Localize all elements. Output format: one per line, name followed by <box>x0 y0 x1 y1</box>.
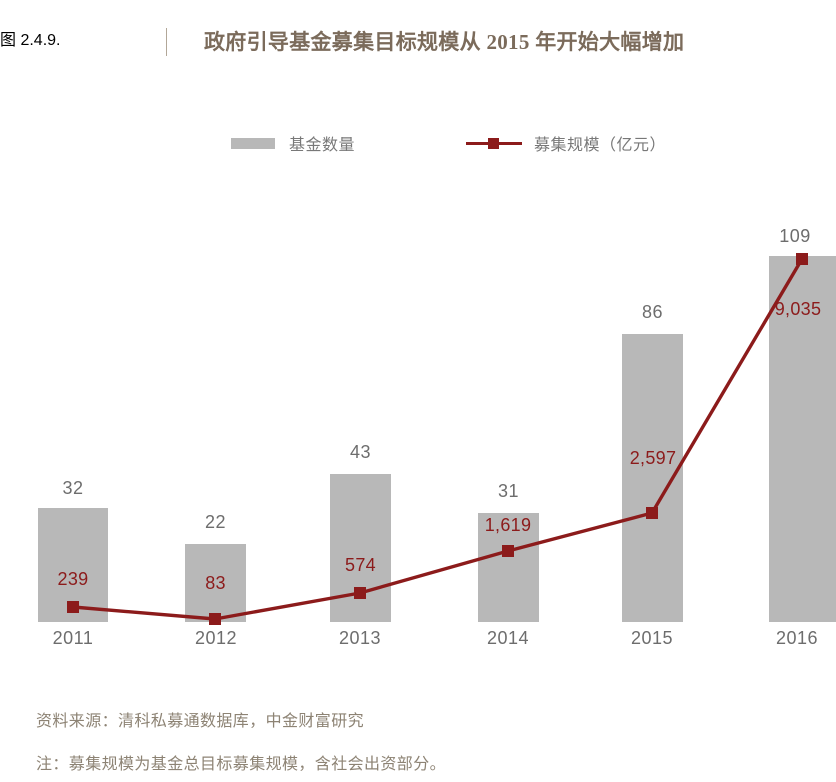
marker-2012 <box>209 613 221 625</box>
legend-bar-swatch-icon <box>231 137 275 149</box>
bar-2012 <box>185 544 246 622</box>
legend-label-fundraising-scale: 募集规模（亿元） <box>534 137 667 154</box>
count-label-2015: 86 <box>641 302 664 322</box>
legend-square-marker-icon <box>488 137 499 149</box>
page-title: 政府引导基金募集目标规模从 2015 年开始大幅增加 <box>204 30 685 54</box>
figure-title-bar: 图 2.4.9. 政府引导基金募集目标规模从 2015 年开始大幅增加 <box>0 26 836 70</box>
source-note: 资料来源：清科私募通数据库，中金财富研究 <box>36 713 365 730</box>
marker-2014 <box>502 545 514 557</box>
value-label-2015: 2,597 <box>629 448 677 468</box>
bar-2016 <box>769 256 836 622</box>
bar-2014 <box>478 513 539 622</box>
legend-item-fundraising-scale: 募集规模（亿元） <box>466 130 666 156</box>
bar-2013 <box>330 474 391 622</box>
marker-2011 <box>67 601 79 613</box>
value-label-2013: 574 <box>345 555 376 575</box>
x-tick-2016: 2016 <box>775 628 819 648</box>
legend-item-fund-count: 基金数量 <box>231 130 355 156</box>
marker-2016 <box>796 253 808 265</box>
value-label-2016: 9,035 <box>774 299 822 319</box>
x-tick-2014: 2014 <box>486 628 530 648</box>
count-label-2014: 31 <box>497 481 520 501</box>
method-note: 注：募集规模为基金总目标募集规模，含社会出资部分。 <box>36 756 447 773</box>
chart-legend: 基金数量 募集规模（亿元） <box>0 130 836 158</box>
count-label-2016: 109 <box>779 226 811 246</box>
x-tick-2011: 2011 <box>52 628 94 648</box>
legend-label-fund-count: 基金数量 <box>289 137 356 154</box>
x-tick-2012: 2012 <box>194 628 238 648</box>
marker-2015 <box>646 507 658 519</box>
legend-line-swatch-icon <box>466 137 522 149</box>
value-label-2014: 1,619 <box>484 515 532 535</box>
count-label-2011: 32 <box>62 478 84 498</box>
x-tick-2015: 2015 <box>630 628 674 648</box>
marker-2013 <box>354 587 366 599</box>
figure-number: 图 2.4.9. <box>0 32 61 49</box>
value-label-2012: 83 <box>205 573 226 593</box>
count-label-2012: 22 <box>204 512 227 532</box>
count-label-2013: 43 <box>349 442 372 462</box>
value-label-2011: 239 <box>57 569 89 589</box>
line-path <box>72 258 804 621</box>
title-divider <box>166 28 167 56</box>
x-tick-2013: 2013 <box>338 628 382 648</box>
bar-2015 <box>622 334 683 622</box>
bar-2011 <box>38 508 108 622</box>
